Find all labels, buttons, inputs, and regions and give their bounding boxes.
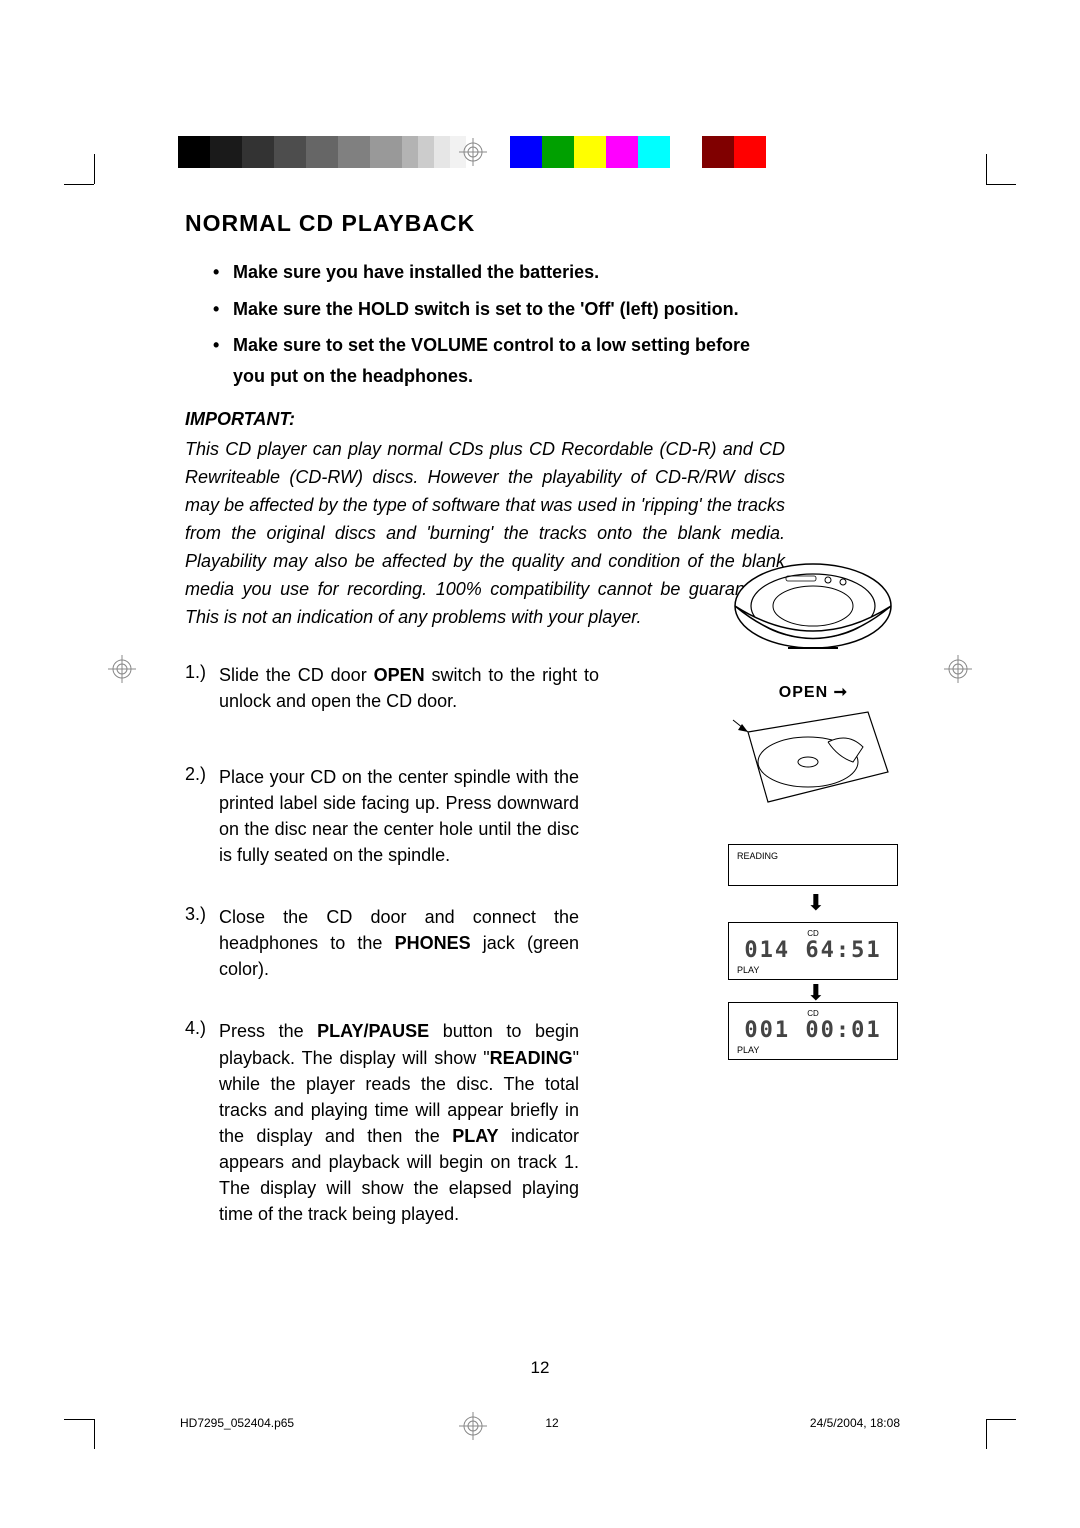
swatch (402, 136, 418, 168)
step-body: Press the PLAY/PAUSE button to begin pla… (219, 1018, 579, 1227)
swatch (542, 136, 574, 168)
lcd-play: PLAY (737, 1045, 759, 1055)
footer-file: HD7295_052404.p65 (180, 1416, 294, 1430)
swatch (418, 136, 434, 168)
swatch (178, 136, 210, 168)
page-title: NORMAL CD PLAYBACK (185, 210, 785, 237)
lcd-play: PLAY (737, 965, 759, 975)
step-2: 2.) Place your CD on the center spindle … (185, 764, 785, 868)
step-3: 3.) Close the CD door and connect the he… (185, 904, 785, 982)
swatch (734, 136, 766, 168)
cd-player-illustration (728, 556, 898, 681)
step-body: Close the CD door and connect the headph… (219, 904, 579, 982)
swatch (574, 136, 606, 168)
phones-keyword: PHONES (395, 933, 471, 953)
lcd-elapsed: CD 001 00:01 PLAY (728, 1002, 898, 1060)
swatch (434, 136, 450, 168)
content-column: NORMAL CD PLAYBACK Make sure you have in… (185, 210, 785, 1263)
bullet-3: Make sure to set the VOLUME control to a… (213, 330, 785, 391)
step-number: 1.) (185, 662, 219, 714)
swatch (210, 136, 242, 168)
right-arrow-icon: ➞ (828, 684, 848, 701)
step-number: 2.) (185, 764, 219, 868)
open-label: OPEN ➞ (779, 682, 848, 702)
insert-disc-illustration (728, 702, 898, 827)
step-1: 1.) Slide the CD door OPEN switch to the… (185, 662, 785, 714)
footer: HD7295_052404.p65 12 24/5/2004, 18:08 (180, 1416, 900, 1430)
lcd-digits: 001 00:01 (737, 1018, 889, 1043)
step-number: 4.) (185, 1018, 219, 1227)
swatch (638, 136, 670, 168)
swatch (370, 136, 402, 168)
swatch (274, 136, 306, 168)
lcd-cd: CD (737, 1009, 889, 1018)
step-body: Place your CD on the center spindle with… (219, 764, 579, 868)
registration-mark-right (944, 655, 972, 688)
step-text: Press the (219, 1021, 317, 1041)
registration-mark-left (108, 655, 136, 688)
lcd-reading: READING (728, 844, 898, 886)
bullet-2: Make sure the HOLD switch is set to the … (213, 294, 785, 325)
registration-mark-top (459, 138, 483, 162)
important-heading: IMPORTANT: (185, 409, 785, 430)
step-number: 3.) (185, 904, 219, 982)
bullet-1: Make sure you have installed the batteri… (213, 257, 785, 288)
open-keyword: OPEN (374, 665, 425, 685)
lcd-digits: 014 64:51 (737, 938, 889, 963)
swatch (242, 136, 274, 168)
page: NORMAL CD PLAYBACK Make sure you have in… (0, 0, 1080, 1528)
play-keyword: PLAY (452, 1126, 498, 1146)
lcd-cd: CD (737, 929, 889, 938)
step-text: Slide the CD door (219, 665, 374, 685)
footer-page: 12 (545, 1416, 558, 1430)
playpause-keyword: PLAY/PAUSE (317, 1021, 429, 1041)
footer-date: 24/5/2004, 18:08 (810, 1416, 900, 1430)
precaution-list: Make sure you have installed the batteri… (213, 257, 785, 391)
lcd-total-tracks: CD 014 64:51 PLAY (728, 922, 898, 980)
step-4: 4.) Press the PLAY/PAUSE button to begin… (185, 1018, 785, 1227)
step-body: Slide the CD door OPEN switch to the rig… (219, 662, 599, 714)
lcd-text: READING (737, 851, 889, 861)
swatch (306, 136, 338, 168)
important-text: This CD player can play normal CDs plus … (185, 436, 785, 631)
open-text: OPEN (779, 684, 828, 701)
down-arrow-icon: ⬇ (807, 890, 825, 916)
swatch (510, 136, 542, 168)
page-number: 12 (0, 1358, 1080, 1378)
swatch (338, 136, 370, 168)
swatch (606, 136, 638, 168)
swatch (670, 136, 702, 168)
reading-keyword: READING (490, 1048, 573, 1068)
swatch (702, 136, 734, 168)
